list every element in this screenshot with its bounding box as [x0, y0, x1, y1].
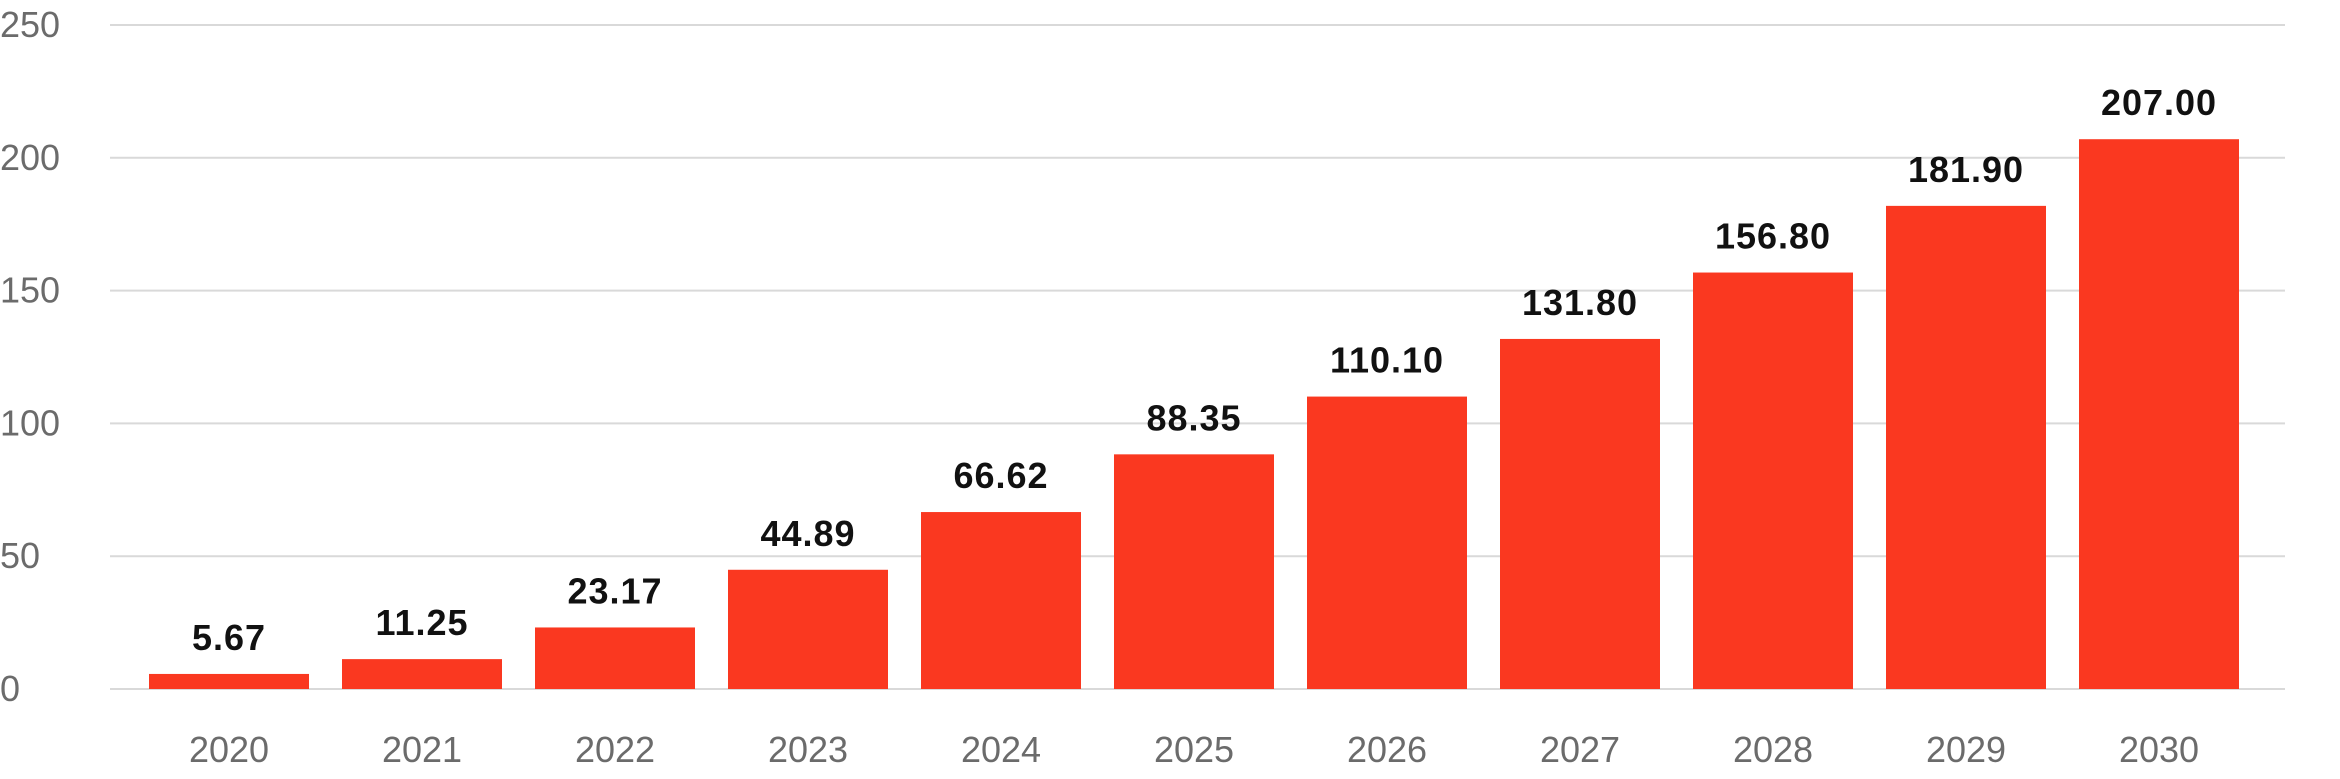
- value-label-2027: 131.80: [1522, 282, 1638, 323]
- bar-2030: [2079, 139, 2239, 689]
- x-tick-label-2020: 2020: [189, 729, 269, 770]
- value-label-2026: 110.10: [1330, 340, 1444, 381]
- value-label-2023: 44.89: [760, 513, 855, 554]
- x-axis-ticks: 2020 2021 2022 2023 2024 2025 2026 2027 2028 2029…: [189, 729, 2199, 770]
- x-tick-label-2029: 2029: [1926, 729, 2006, 770]
- y-tick-label: 100: [0, 402, 60, 443]
- bar-2027: [1500, 338, 1660, 689]
- value-label-2022: 23.17: [567, 570, 662, 611]
- y-axis-ticks: 0 50 100 150 200 250: [0, 4, 60, 709]
- value-labels: 5.67 11.25 23.17 44.89 66.62 88.35 110.10 131.8…: [192, 82, 2217, 658]
- y-tick-label: 150: [0, 270, 60, 311]
- x-tick-label-2023: 2023: [768, 729, 848, 770]
- x-tick-label-2022: 2022: [575, 729, 655, 770]
- bar-2023: [728, 569, 888, 689]
- x-tick-label-2024: 2024: [961, 729, 1041, 770]
- bar-2021: [342, 659, 502, 689]
- x-tick-label-2026: 2026: [1347, 729, 1427, 770]
- value-label-2028: 156.80: [1715, 216, 1831, 257]
- value-label-2025: 88.35: [1146, 397, 1241, 438]
- bars: [149, 139, 2239, 689]
- bar-2028: [1693, 272, 1853, 689]
- y-tick-label: 250: [0, 4, 60, 45]
- value-label-2030: 207.00: [2101, 82, 2217, 123]
- x-tick-label-2021: 2021: [382, 729, 462, 770]
- y-tick-label: 50: [0, 535, 40, 576]
- y-tick-label: 200: [0, 137, 60, 178]
- bar-2022: [535, 627, 695, 689]
- value-label-2029: 181.90: [1908, 149, 2024, 190]
- value-label-2024: 66.62: [953, 455, 1048, 496]
- value-label-2020: 5.67: [192, 617, 266, 658]
- x-tick-label-2028: 2028: [1733, 729, 1813, 770]
- x-tick-label-2025: 2025: [1154, 729, 1234, 770]
- bar-2029: [1886, 205, 2046, 689]
- bar-2025: [1114, 454, 1274, 689]
- y-tick-label: 0: [0, 668, 20, 709]
- bar-2020: [149, 673, 309, 689]
- value-label-2021: 11.25: [375, 602, 468, 643]
- bar-2024: [921, 512, 1081, 689]
- x-tick-label-2030: 2030: [2119, 729, 2199, 770]
- bar-2026: [1307, 396, 1467, 689]
- x-tick-label-2027: 2027: [1540, 729, 1620, 770]
